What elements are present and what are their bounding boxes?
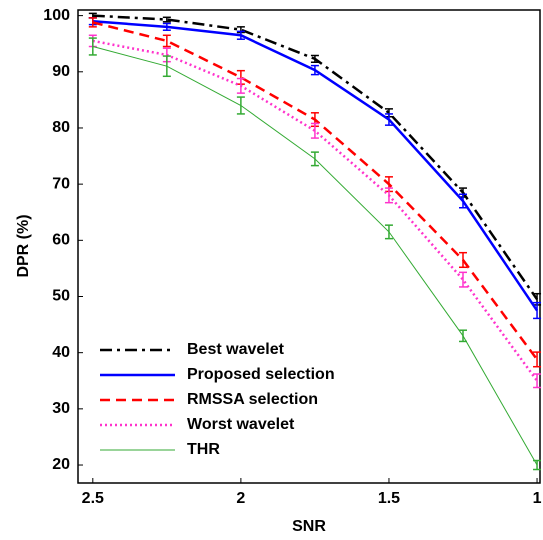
legend-label: Proposed selection [187,366,335,383]
y-tick-label: 90 [52,63,70,80]
x-tick-label: 1 [533,490,542,507]
y-tick-label: 20 [52,456,70,473]
error-bar [459,193,467,209]
error-bar [533,373,542,389]
error-bar [162,55,171,78]
error-bar [162,16,171,23]
error-bar [310,151,319,167]
error-bar [384,187,393,204]
error-bar [459,271,467,288]
x-tick-label: 1.5 [378,490,400,507]
y-tick-label: 60 [52,232,70,249]
error-bar [459,329,467,343]
error-bar [384,224,393,240]
x-tick-label: 2 [236,490,245,507]
error-bar [88,37,97,56]
y-tick-label: 80 [52,119,70,136]
error-bar [236,77,245,94]
legend-label: THR [187,441,220,458]
y-tick-label: 100 [43,7,70,24]
legend-label: RMSSA selection [187,391,318,408]
legend-label: Best wavelet [187,341,285,358]
y-tick-label: 30 [52,400,70,417]
error-bar [162,22,171,31]
error-bar [310,64,319,76]
error-bar [162,34,171,48]
error-bar [310,54,319,63]
error-bar [533,301,542,320]
legend-label: Worst wavelet [187,416,295,433]
y-tick-label: 50 [52,288,70,305]
error-bar [236,30,245,40]
y-tick-label: 70 [52,175,70,192]
y-axis-label: DPR (%) [15,214,32,277]
error-bar [459,251,467,269]
error-bar [88,17,97,28]
error-bar [533,351,542,368]
y-tick-label: 40 [52,344,70,361]
error-bar [384,113,393,126]
error-bar [310,122,319,139]
error-bar [236,96,245,115]
error-bar [533,459,542,471]
plot-frame [77,9,541,484]
x-tick-label: 2.5 [82,490,104,507]
x-axis-label: SNR [292,518,326,535]
